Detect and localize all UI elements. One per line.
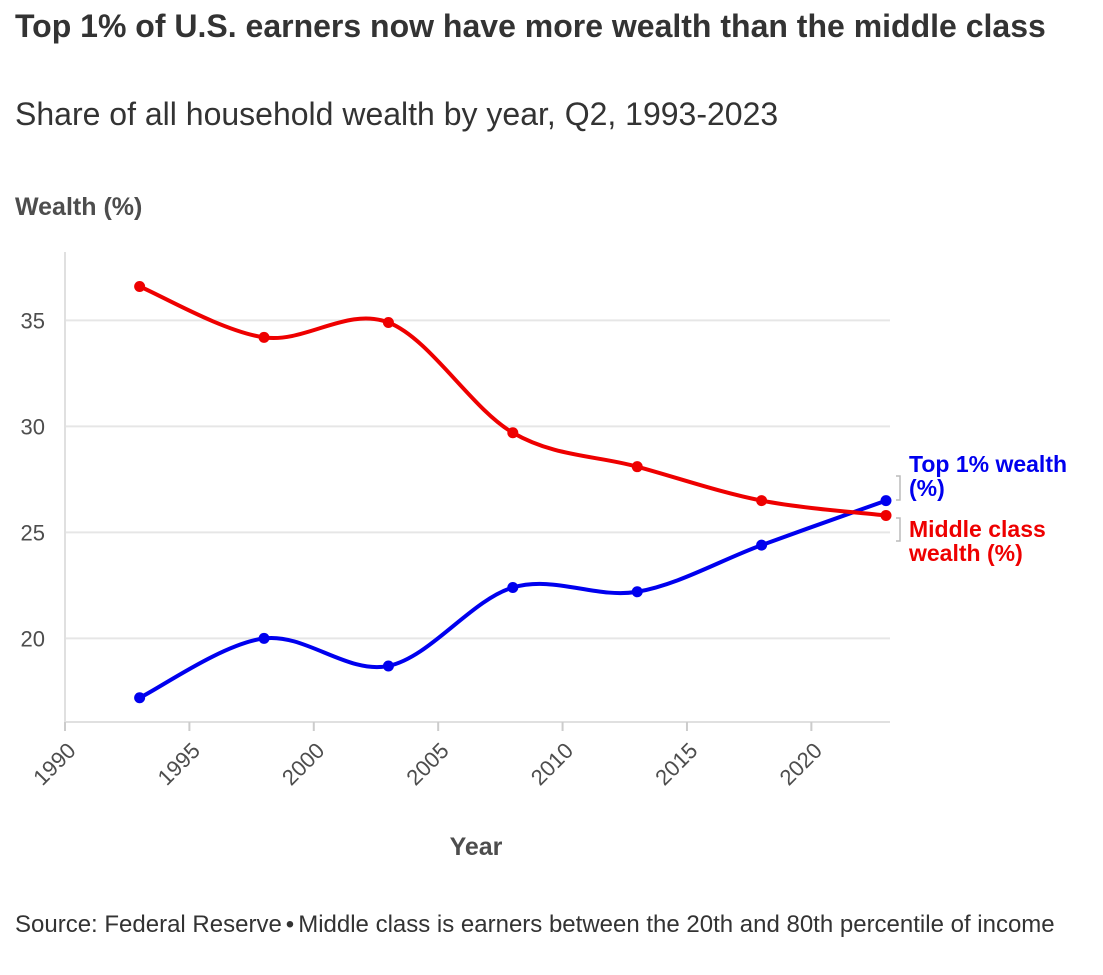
series-label-line: wealth (%) [908, 540, 1023, 566]
data-point [507, 582, 519, 594]
data-point [880, 495, 892, 507]
y-axis-title: Wealth (%) [15, 193, 143, 221]
x-tick-label: 2010 [526, 738, 578, 790]
series-points [134, 280, 892, 704]
label-bracket [896, 517, 901, 542]
y-tick-label: 20 [21, 626, 45, 651]
series-lines [137, 284, 888, 700]
x-axis-title: Year [450, 833, 503, 861]
source-note: Source: Federal Reserve • Middle class is … [15, 907, 1075, 943]
gridlines [65, 319, 890, 640]
series-label: Top 1% wealth (%) [909, 451, 1067, 501]
data-point [382, 317, 394, 329]
x-tick-label: 1990 [28, 738, 80, 790]
series-label: Middle class wealth (%) [908, 516, 1046, 566]
separator-dot: • [285, 911, 295, 938]
data-point [880, 509, 892, 521]
note-text: Middle class is earners between the 20th… [298, 911, 1055, 938]
series-label-line: (%) [909, 475, 945, 501]
x-tick-label: 2020 [775, 738, 827, 790]
chart-subtitle: Share of all household wealth by year, Q… [15, 96, 779, 132]
data-point [756, 539, 768, 551]
data-point [134, 280, 146, 292]
data-point [258, 632, 270, 644]
x-tick-label: 2015 [650, 738, 702, 790]
data-point [631, 586, 643, 598]
y-tick-label: 30 [21, 414, 45, 439]
data-point [631, 461, 643, 473]
y-axis: 20 25 30 35 [21, 252, 66, 722]
source-text: Source: Federal Reserve [15, 911, 282, 938]
chart-title: Top 1% of U.S. earners now have more wea… [15, 8, 1046, 44]
x-tick-label: 2000 [277, 738, 329, 790]
x-axis: 1990 1995 2000 2005 2010 2015 2020 [28, 721, 890, 790]
data-point [756, 495, 768, 507]
line-chart: 20 25 30 35 1990 1995 2000 2005 2010 2015 2020 To… [21, 252, 1067, 861]
data-point [134, 692, 146, 704]
x-tick-label: 1995 [153, 738, 205, 790]
series-labels: Top 1% wealth (%) Middle class wealth (%) [896, 451, 1067, 566]
series-label-line: Top 1% wealth [909, 451, 1067, 477]
y-tick-label: 35 [21, 308, 45, 333]
x-tick-label: 2005 [401, 738, 453, 790]
data-point [258, 331, 270, 343]
y-tick-label: 25 [21, 520, 45, 545]
label-bracket [896, 475, 901, 501]
series-label-line: Middle class [909, 516, 1046, 542]
series-line [137, 498, 888, 700]
data-point [507, 427, 519, 439]
data-point [382, 660, 394, 672]
